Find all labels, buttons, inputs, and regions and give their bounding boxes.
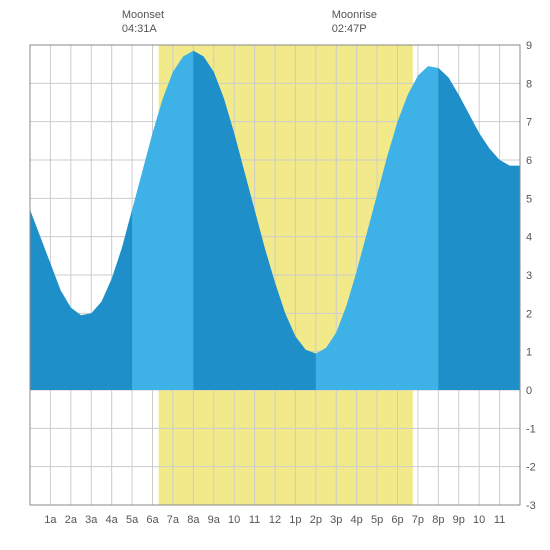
y-tick-label: -1 — [526, 423, 536, 435]
x-tick-label: 3p — [330, 514, 342, 526]
tide-chart: Moonset 04:31A Moonrise 02:47P -3-2-1012… — [0, 0, 550, 550]
y-tick-label: 2 — [526, 308, 532, 320]
y-tick-label: 7 — [526, 117, 532, 129]
x-tick-label: 5a — [126, 514, 139, 526]
moonrise-label: Moonrise 02:47P — [332, 8, 377, 37]
moonset-label: Moonset 04:31A — [122, 8, 164, 37]
y-tick-label: -3 — [526, 500, 536, 512]
moonset-title: Moonset — [122, 9, 164, 21]
moonrise-title: Moonrise — [332, 9, 377, 21]
x-tick-label: 6p — [391, 514, 403, 526]
x-tick-label: 11 — [494, 514, 505, 526]
y-tick-label: 9 — [526, 40, 532, 52]
moonset-time: 04:31A — [122, 23, 157, 35]
y-tick-label: 0 — [526, 385, 532, 397]
y-tick-label: 4 — [526, 232, 532, 244]
x-tick-label: 4a — [106, 514, 119, 526]
y-tick-label: 1 — [526, 347, 532, 359]
y-tick-label: 5 — [526, 193, 532, 205]
y-tick-label: 6 — [526, 155, 532, 167]
x-tick-label: 9p — [453, 514, 465, 526]
moonrise-time: 02:47P — [332, 23, 367, 35]
x-tick-label: 11 — [249, 514, 260, 526]
x-tick-label: 2p — [310, 514, 322, 526]
x-tick-label: 8p — [432, 514, 444, 526]
x-tick-label: 12 — [269, 514, 281, 526]
chart-svg: -3-2-101234567891a2a3a4a5a6a7a8a9a101112… — [0, 0, 550, 550]
x-tick-label: 5p — [371, 514, 383, 526]
x-tick-label: 1a — [44, 514, 57, 526]
y-tick-label: 3 — [526, 270, 532, 282]
x-tick-label: 9a — [208, 514, 221, 526]
y-tick-label: 8 — [526, 78, 532, 90]
x-tick-label: 7a — [167, 514, 180, 526]
x-tick-label: 3a — [85, 514, 98, 526]
x-tick-label: 4p — [351, 514, 363, 526]
x-tick-label: 7p — [412, 514, 424, 526]
x-tick-label: 10 — [473, 514, 485, 526]
x-tick-label: 1p — [289, 514, 301, 526]
x-tick-label: 8a — [187, 514, 200, 526]
x-tick-label: 10 — [228, 514, 240, 526]
x-tick-label: 2a — [65, 514, 78, 526]
y-tick-label: -2 — [526, 462, 536, 474]
x-tick-label: 6a — [146, 514, 159, 526]
